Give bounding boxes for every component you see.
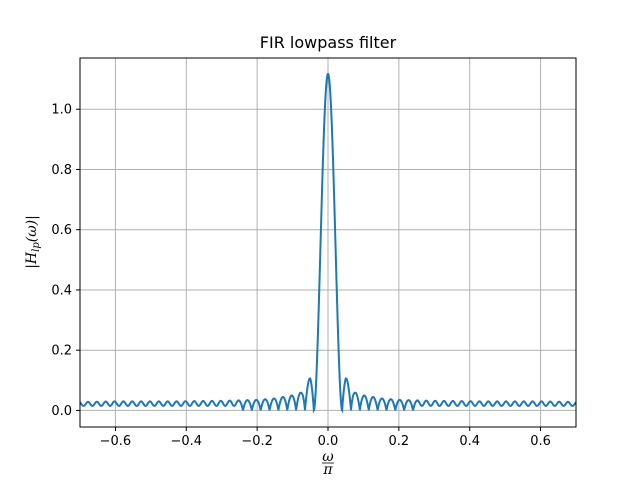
y-tick-label: 0.0 bbox=[51, 404, 72, 419]
y-tick-label: 0.6 bbox=[51, 223, 72, 238]
x-tick-label: 0.4 bbox=[459, 434, 480, 449]
series-line bbox=[80, 72, 576, 414]
chart-title: FIR lowpass filter bbox=[260, 33, 397, 52]
x-axis-label: ω π bbox=[322, 449, 334, 478]
y-tick-label: 0.8 bbox=[51, 163, 72, 178]
x-axis-label-numerator: ω bbox=[322, 449, 334, 465]
x-tick-label: 0.0 bbox=[318, 434, 339, 449]
y-tick-label: 0.2 bbox=[51, 344, 72, 359]
x-tick-label: 0.6 bbox=[530, 434, 551, 449]
y-ticks: 0.0 0.2 0.4 0.6 0.8 1.0 bbox=[51, 103, 80, 419]
grid bbox=[80, 58, 576, 427]
x-ticks: −0.6 −0.4 −0.2 0.0 0.2 0.4 0.6 bbox=[100, 427, 551, 449]
x-axis-label-denominator: π bbox=[322, 462, 333, 478]
x-tick-label: 0.2 bbox=[389, 434, 410, 449]
y-axis-label-text: |Hlp(ω)| bbox=[24, 215, 42, 269]
x-tick-label: −0.4 bbox=[170, 434, 202, 449]
x-tick-label: −0.2 bbox=[241, 434, 273, 449]
y-axis-label: |Hlp(ω)| bbox=[24, 215, 42, 269]
y-tick-label: 0.4 bbox=[51, 283, 72, 298]
y-tick-label: 1.0 bbox=[51, 103, 72, 118]
plot-area bbox=[80, 72, 576, 414]
x-tick-label: −0.6 bbox=[100, 434, 132, 449]
